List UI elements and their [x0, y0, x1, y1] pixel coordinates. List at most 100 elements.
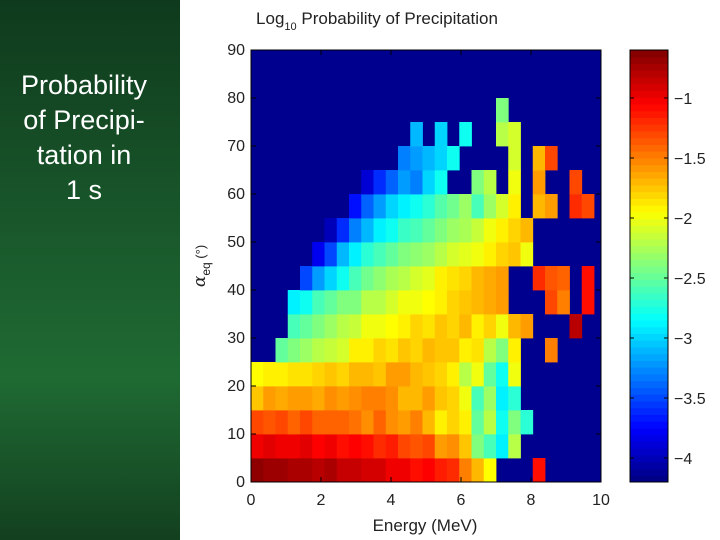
colorbar-tick-label: −4 — [674, 451, 692, 468]
heatmap-cell — [312, 410, 325, 435]
heatmap-cell — [447, 386, 460, 411]
colorbar-segment — [630, 374, 668, 382]
heatmap-cell — [434, 194, 448, 219]
heatmap-cell — [398, 386, 411, 411]
slide-title: Probability of Precipi- tation in 1 s — [20, 70, 148, 206]
heatmap-cell — [251, 434, 264, 459]
heatmap-cell — [508, 410, 521, 435]
heatmap-cell — [434, 410, 448, 435]
colorbar-tick-label: −3.5 — [674, 391, 706, 408]
colorbar-segment — [630, 232, 668, 240]
heatmap-cell — [349, 386, 362, 411]
heatmap-cell — [385, 218, 399, 243]
heatmap-cell — [349, 338, 362, 363]
colorbar-tick-label: −1 — [674, 91, 692, 108]
colorbar-segment — [630, 158, 668, 166]
heatmap-cell — [496, 386, 509, 411]
heatmap-cell — [447, 434, 460, 459]
colorbar-tick-label: −2.5 — [674, 271, 706, 288]
heatmap-cell — [349, 458, 362, 483]
heatmap-cell — [422, 218, 436, 243]
heatmap-cell — [275, 458, 289, 483]
heatmap-cell — [300, 266, 313, 291]
colorbar-segment — [630, 401, 668, 409]
heatmap-cell — [336, 410, 350, 435]
heatmap-cell — [398, 194, 411, 219]
colorbar-segment — [630, 306, 668, 314]
heatmap-cell — [373, 362, 387, 387]
heatmap-cell — [483, 458, 497, 483]
colorbar-segment — [630, 151, 668, 159]
colorbar-segment — [630, 50, 668, 58]
x-tick-label: 0 — [247, 492, 256, 509]
heatmap-cell — [459, 314, 472, 339]
heatmap-cell — [324, 242, 338, 267]
y-tick-label: 0 — [236, 474, 245, 491]
colorbar-segment — [630, 191, 668, 199]
heatmap-cell — [569, 170, 583, 195]
slide-sidebar: Probability of Precipi- tation in 1 s — [0, 0, 180, 540]
colorbar-segment — [630, 367, 668, 375]
heatmap-cell — [581, 290, 595, 315]
heatmap-cell — [434, 458, 448, 483]
x-tick-label: 8 — [527, 492, 536, 509]
colorbar-segment — [630, 333, 668, 341]
heatmap-cell — [349, 194, 362, 219]
heatmap-cell — [410, 122, 423, 147]
colorbar-segment — [630, 360, 668, 368]
colorbar-segment — [630, 421, 668, 429]
heatmap-cell — [434, 362, 448, 387]
colorbar-segment — [630, 124, 668, 132]
heatmap-cell — [385, 314, 399, 339]
colorbar-segment — [630, 448, 668, 456]
heatmap-cell — [398, 338, 411, 363]
heatmap-cell — [447, 146, 460, 171]
heatmap-cell — [434, 242, 448, 267]
heatmap-cell — [471, 338, 485, 363]
colorbar-segment — [630, 97, 668, 105]
heatmap-cell — [361, 242, 374, 267]
y-tick-label: 60 — [227, 186, 245, 203]
heatmap-cell — [300, 458, 313, 483]
plot-frame — [250, 49, 602, 483]
heatmap-cell — [459, 386, 472, 411]
heatmap-cell — [349, 410, 362, 435]
heatmap-cell — [434, 386, 448, 411]
y-axis-label-symbol: α — [190, 275, 210, 287]
heatmap-cell — [422, 362, 436, 387]
heatmap-cell — [434, 290, 448, 315]
heatmap-cell — [324, 458, 338, 483]
heatmap-cell — [336, 218, 350, 243]
heatmap-cell — [251, 410, 264, 435]
heatmap-cell — [410, 386, 423, 411]
heatmap-cell — [410, 194, 423, 219]
colorbar-segment — [630, 293, 668, 301]
colorbar-segment — [630, 455, 668, 463]
heatmap-cell — [385, 386, 399, 411]
heatmap-cell — [312, 458, 325, 483]
heatmap-cell — [373, 410, 387, 435]
colorbar-segment — [630, 353, 668, 361]
colorbar-segment — [630, 90, 668, 98]
heatmap-cell — [324, 314, 338, 339]
heatmap-cell — [300, 386, 313, 411]
colorbar-segment — [630, 340, 668, 348]
colorbar-segment — [630, 428, 668, 436]
heatmap-cell — [447, 242, 460, 267]
heatmap-cell — [508, 338, 521, 363]
heatmap-cell — [336, 386, 350, 411]
heatmap-cell — [410, 290, 423, 315]
heatmap-cell — [349, 242, 362, 267]
heatmap-cell — [263, 434, 276, 459]
heatmap-cell — [459, 410, 472, 435]
heatmap-cell — [422, 434, 436, 459]
heatmap-cell — [496, 314, 509, 339]
heatmap-figure: 0 2 4 6 8 10 0 10 20 30 40 50 60 70 80 90 −1 −1.5 −2 −2.5… — [190, 9, 706, 535]
heatmap-cell — [483, 410, 497, 435]
heatmap-cell — [373, 266, 387, 291]
heatmap-cell — [398, 314, 411, 339]
heatmap-cell — [471, 266, 485, 291]
heatmap-cell — [398, 410, 411, 435]
heatmap-cell — [251, 458, 264, 483]
heatmap-cell — [398, 458, 411, 483]
